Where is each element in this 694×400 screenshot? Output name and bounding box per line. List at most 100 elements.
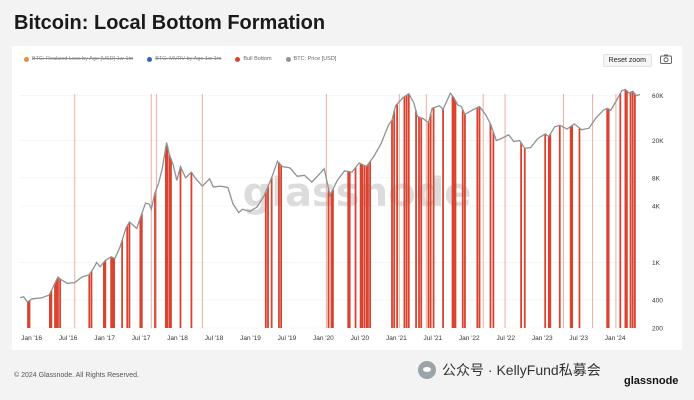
x-tick-label: Jul '16 xyxy=(59,335,78,342)
bull-bottom-light-bar xyxy=(201,94,203,328)
bull-bottom-bar xyxy=(126,225,129,328)
y-tick-label: 8K xyxy=(652,175,661,182)
wechat-watermark: 公众号 · KellyFund私募会 xyxy=(418,360,601,380)
bull-bottom-light-bar xyxy=(482,94,484,328)
chart-title: Bitcoin: Local Bottom Formation xyxy=(14,12,326,34)
brand-logo: glassnode xyxy=(624,375,679,387)
x-tick-label: Jan '16 xyxy=(21,335,42,342)
bull-bottom-bar xyxy=(270,177,273,328)
bull-bottom-light-bar xyxy=(592,94,594,328)
camera-icon[interactable] xyxy=(660,54,672,64)
bull-bottom-bar xyxy=(348,171,351,328)
bull-bottom-bar xyxy=(558,125,561,328)
y-tick-label: 20K xyxy=(652,138,664,145)
bull-bottom-bar xyxy=(179,166,182,328)
bull-bottom-bar xyxy=(190,172,193,328)
bull-bottom-bar xyxy=(110,256,113,328)
x-tick-label: Jul '23 xyxy=(569,335,588,342)
legend: BTC: Realized Loss by Age [USD] 1w-1m BT… xyxy=(24,56,336,62)
x-tick-label: Jul '19 xyxy=(278,335,297,342)
bull-bottom-bar xyxy=(88,274,91,328)
reset-zoom-button[interactable]: Reset zoom xyxy=(602,54,652,67)
legend-dot xyxy=(147,56,153,62)
bull-bottom-bar xyxy=(606,108,609,328)
chart-card: BTC: Realized Loss by Age [USD] 1w-1m BT… xyxy=(12,46,682,350)
copyright-footer: © 2024 Glassnode. All Rights Reserved. xyxy=(14,372,140,379)
legend-dot xyxy=(285,56,291,62)
bull-bottom-bar xyxy=(49,293,51,328)
x-tick-label: Jul '17 xyxy=(132,335,151,342)
bull-bottom-bar xyxy=(451,95,454,328)
bull-bottom-bar xyxy=(170,158,172,328)
price-chart: glassnode 200 400 1K 4K 8K 20K 60K Jan '16 Jul '1… xyxy=(19,88,664,342)
bull-bottom-bar xyxy=(432,107,435,328)
legend-label: Bull Bottom xyxy=(243,56,272,62)
bull-bottom-bar xyxy=(354,167,357,328)
bull-bottom-bar xyxy=(453,97,455,328)
bull-bottom-light-bar xyxy=(398,94,400,328)
wechat-icon xyxy=(418,361,436,379)
bull-bottom-bar xyxy=(393,111,396,329)
legend-label: BTC: Realized Loss by Age [USD] 1w-1m xyxy=(32,56,134,62)
bull-bottom-bar xyxy=(544,133,547,328)
x-tick-label: Jul '18 xyxy=(205,335,224,342)
bull-bottom-light-bar xyxy=(615,94,617,328)
bull-bottom-bar xyxy=(330,192,333,328)
bull-bottom-bar xyxy=(363,165,366,328)
bull-bottom-light-bar xyxy=(150,94,152,328)
x-tick-label: Jan '24 xyxy=(605,335,626,342)
bull-bottom-bar xyxy=(418,117,420,328)
bull-bottom-bar xyxy=(476,107,479,328)
bull-bottom-bar xyxy=(464,114,466,328)
bull-bottom-bar xyxy=(278,162,280,328)
x-tick-label: Jan '22 xyxy=(459,335,480,342)
x-tick-label: Jan '21 xyxy=(386,335,407,342)
legend-label: BTC: Price [USD] xyxy=(293,56,337,62)
bull-bottom-bar xyxy=(113,258,115,328)
bull-bottom-bar xyxy=(50,290,53,328)
bull-bottom-light-bar xyxy=(504,94,506,328)
x-tick-label: Jul '20 xyxy=(351,335,370,342)
bull-bottom-bar xyxy=(27,301,29,328)
legend-item-mvrv[interactable]: BTC: MVRV by Age 1w-1m xyxy=(147,56,221,62)
bull-bottom-bar xyxy=(59,278,62,328)
bull-bottom-bar xyxy=(28,300,31,328)
legend-item-bull-bottom[interactable]: Bull Bottom xyxy=(235,56,272,62)
bull-bottom-light-bar xyxy=(325,94,327,328)
bull-bottom-bar xyxy=(111,257,114,328)
bull-bottom-light-bar xyxy=(562,94,564,328)
bull-bottom-bar xyxy=(57,276,59,328)
bull-bottom-bar xyxy=(625,90,628,328)
bull-bottom-light-bar xyxy=(74,94,76,328)
legend-label: BTC: MVRV by Age 1w-1m xyxy=(155,56,222,62)
watermark: glassnode xyxy=(243,170,472,216)
bull-bottom-bar xyxy=(164,146,167,328)
legend-item-realized-loss[interactable]: BTC: Realized Loss by Age [USD] 1w-1m xyxy=(24,56,133,62)
bull-bottom-bar xyxy=(166,145,169,328)
bull-bottom-bar xyxy=(478,106,481,328)
bull-bottom-bar xyxy=(624,89,627,328)
y-tick-label: 400 xyxy=(652,297,663,304)
legend-dot xyxy=(235,56,241,62)
bull-bottom-bar xyxy=(139,217,142,328)
x-tick-label: Jan '19 xyxy=(240,335,261,342)
bull-bottom-bar xyxy=(403,96,406,328)
bull-bottom-bar xyxy=(407,93,410,328)
bull-bottom-bar xyxy=(547,136,550,328)
bull-bottom-bar xyxy=(54,283,56,328)
y-tick-label: 1K xyxy=(652,260,661,267)
bull-bottom-bar xyxy=(442,109,444,328)
legend-item-price[interactable]: BTC: Price [USD] xyxy=(285,56,337,62)
x-tick-label: Jul '21 xyxy=(424,335,443,342)
wechat-text: 公众号 · KellyFund私募会 xyxy=(442,362,601,378)
bull-bottom-bar xyxy=(391,120,393,328)
bull-bottom-bar xyxy=(571,125,574,329)
bull-bottom-bar xyxy=(168,154,171,328)
bull-bottom-bar xyxy=(405,95,408,328)
bull-bottom-bar xyxy=(365,166,368,328)
bull-bottom-bar xyxy=(523,148,526,328)
bull-bottom-bar xyxy=(520,142,523,328)
bull-bottom-bar xyxy=(396,104,399,328)
bull-bottom-bar xyxy=(332,189,334,328)
bull-bottom-bar xyxy=(489,123,492,328)
